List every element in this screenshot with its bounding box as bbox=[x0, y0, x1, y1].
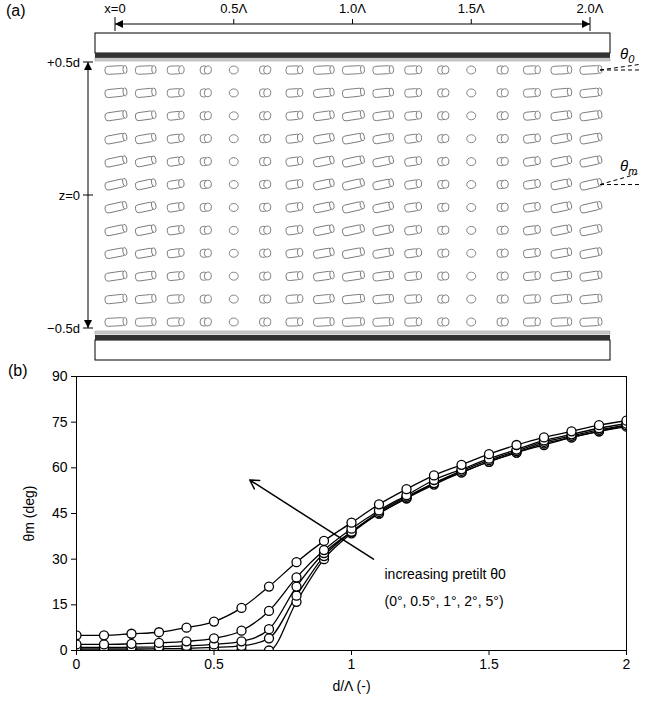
svg-text:d/Λ (-): d/Λ (-) bbox=[332, 678, 370, 694]
svg-text:2.0Λ: 2.0Λ bbox=[577, 1, 604, 16]
svg-text:θm: θm bbox=[620, 157, 637, 177]
svg-text:30: 30 bbox=[52, 551, 68, 567]
html-text:(b): (b) bbox=[8, 362, 28, 379]
svg-text:θm (deg): θm (deg) bbox=[21, 485, 37, 541]
svg-text:75: 75 bbox=[52, 414, 68, 430]
svg-text:−0.5d: −0.5d bbox=[47, 321, 80, 336]
svg-text:60: 60 bbox=[52, 459, 68, 475]
svg-text:(0°, 0.5°, 1°, 2°, 5°): (0°, 0.5°, 1°, 2°, 5°) bbox=[385, 593, 504, 609]
svg-text:0: 0 bbox=[60, 642, 68, 658]
svg-text:0.5Λ: 0.5Λ bbox=[220, 1, 247, 16]
svg-text:x=0: x=0 bbox=[104, 1, 125, 16]
svg-text:(a): (a) bbox=[6, 2, 26, 19]
svg-text:0: 0 bbox=[73, 656, 81, 672]
svg-text:z=0: z=0 bbox=[59, 188, 80, 203]
svg-text:1.5Λ: 1.5Λ bbox=[458, 1, 485, 16]
svg-text:0.5: 0.5 bbox=[204, 656, 224, 672]
svg-text:1.5: 1.5 bbox=[479, 656, 499, 672]
svg-text:increasing pretilt θ0: increasing pretilt θ0 bbox=[385, 566, 507, 582]
svg-text:θ0: θ0 bbox=[620, 45, 635, 65]
svg-text:2: 2 bbox=[623, 656, 631, 672]
svg-text:45: 45 bbox=[52, 505, 68, 521]
svg-text:90: 90 bbox=[52, 368, 68, 384]
svg-text:1.0Λ: 1.0Λ bbox=[339, 1, 366, 16]
svg-text:1: 1 bbox=[348, 656, 356, 672]
svg-text:+0.5d: +0.5d bbox=[47, 55, 80, 70]
svg-text:15: 15 bbox=[52, 596, 68, 612]
